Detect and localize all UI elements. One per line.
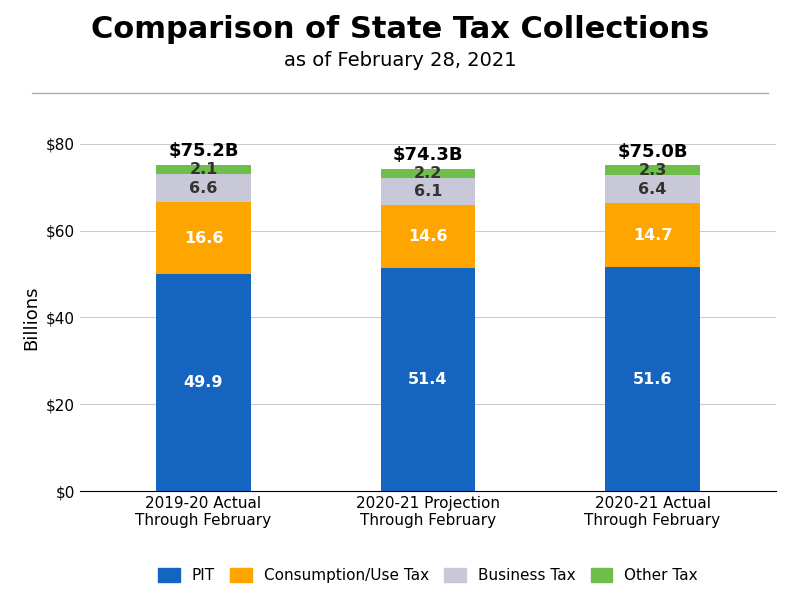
Text: $75.0B: $75.0B bbox=[618, 143, 688, 161]
Bar bbox=[156, 274, 250, 491]
Text: $75.2B: $75.2B bbox=[168, 142, 238, 161]
Bar bbox=[606, 165, 700, 176]
Bar bbox=[381, 178, 475, 204]
Text: 14.6: 14.6 bbox=[408, 229, 448, 244]
Text: 6.1: 6.1 bbox=[414, 184, 442, 199]
Legend: PIT, Consumption/Use Tax, Business Tax, Other Tax: PIT, Consumption/Use Tax, Business Tax, … bbox=[158, 568, 698, 583]
Text: 16.6: 16.6 bbox=[184, 231, 223, 246]
Text: 51.4: 51.4 bbox=[408, 372, 448, 387]
Bar bbox=[606, 203, 700, 267]
Bar bbox=[381, 268, 475, 491]
Bar bbox=[156, 202, 250, 274]
Text: 6.4: 6.4 bbox=[638, 182, 666, 197]
Text: 2.2: 2.2 bbox=[414, 166, 442, 181]
Text: 51.6: 51.6 bbox=[633, 371, 672, 386]
Bar bbox=[156, 174, 250, 202]
Text: 2.3: 2.3 bbox=[638, 163, 666, 178]
Bar bbox=[606, 267, 700, 491]
Bar bbox=[606, 176, 700, 203]
Text: 6.6: 6.6 bbox=[190, 180, 218, 195]
Y-axis label: Billions: Billions bbox=[22, 285, 41, 350]
Text: $74.3B: $74.3B bbox=[393, 146, 463, 164]
Bar bbox=[381, 204, 475, 268]
Text: Comparison of State Tax Collections: Comparison of State Tax Collections bbox=[91, 15, 709, 44]
Text: 14.7: 14.7 bbox=[633, 228, 672, 243]
Bar bbox=[156, 165, 250, 174]
Text: as of February 28, 2021: as of February 28, 2021 bbox=[284, 51, 516, 70]
Bar bbox=[381, 168, 475, 178]
Text: 49.9: 49.9 bbox=[184, 376, 223, 391]
Text: 2.1: 2.1 bbox=[190, 162, 218, 177]
